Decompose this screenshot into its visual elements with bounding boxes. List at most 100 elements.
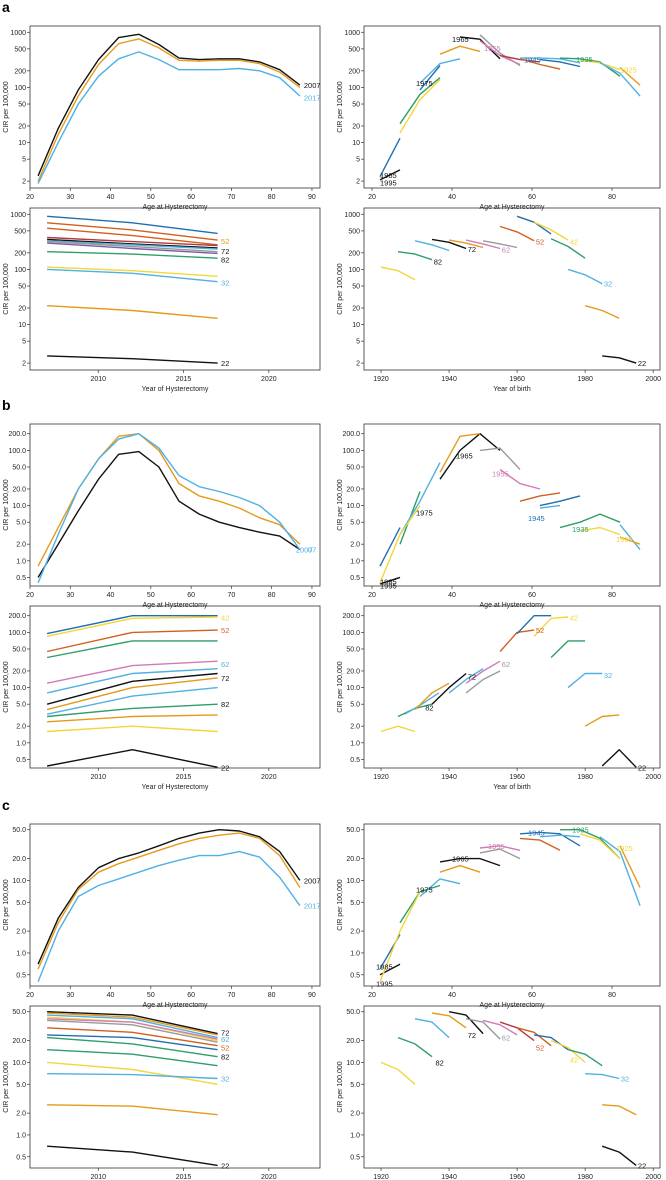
x-tick-label: 20	[368, 992, 376, 999]
y-tick-label: 500	[348, 228, 360, 235]
series-label-1925: 1925	[616, 535, 633, 544]
plot-frame	[29, 605, 321, 769]
series-line-1970	[379, 891, 421, 983]
chart-c-top-left: 0.5 1.0 2.0 5.0 10.0 20.0 50.0 20 30 40 50 60 70 80 90…	[3, 823, 321, 1009]
y-tick-label: 1000	[10, 30, 26, 37]
y-tick-label: 0.5	[350, 757, 360, 764]
x-tick-label: 2015	[176, 376, 192, 383]
x-tick-label: 2000	[645, 774, 661, 781]
series-line-67	[448, 668, 484, 694]
y-tick-label: 0.5	[350, 1154, 360, 1161]
x-tick-label: 1920	[373, 376, 389, 383]
y-axis-label: CIR per 100,000	[3, 81, 10, 132]
series-line-1965	[459, 36, 501, 60]
y-tick-label: 500	[14, 228, 26, 235]
series-line-77	[414, 240, 450, 252]
x-tick-label: 2015	[176, 774, 192, 781]
y-tick-label: 50.0	[346, 464, 360, 471]
y-tick-label: 5	[356, 157, 360, 164]
y-tick-label: 50	[18, 284, 26, 291]
y-tick-label: 5.0	[350, 520, 360, 527]
series-label-2017: 2017	[304, 902, 321, 911]
y-tick-label: 100	[14, 85, 26, 92]
y-tick-label: 1.0	[350, 950, 360, 957]
x-tick-label: 80	[608, 992, 616, 999]
series-line-82	[397, 251, 433, 261]
plot-frame	[363, 207, 661, 371]
y-tick-label: 200.0	[342, 613, 360, 620]
x-tick-label: 2000	[645, 376, 661, 383]
x-axis-label: Age at Hysterectomy	[480, 1002, 545, 1009]
series-label-1935: 1935	[576, 55, 593, 64]
panel-label-c: c	[2, 797, 10, 813]
series-line-orange	[37, 433, 301, 567]
y-tick-label: 10	[352, 140, 360, 147]
series-label-32: 32	[604, 280, 612, 289]
series-label-07: 07	[308, 546, 316, 555]
series-line-77	[414, 1018, 450, 1039]
plot-frame	[363, 823, 661, 987]
series-line-47	[47, 215, 218, 235]
series-label-42: 42	[570, 1055, 578, 1064]
y-tick-label: 2	[356, 179, 360, 186]
series-line-80	[47, 1049, 218, 1067]
series-line-47	[516, 215, 552, 235]
y-tick-label: 1.0	[16, 950, 26, 957]
series-line-52	[516, 1027, 552, 1047]
series-label-42: 42	[221, 614, 229, 623]
y-tick-label: 2.0	[350, 929, 360, 936]
series-line-1995	[379, 169, 401, 181]
series-line-1930	[599, 836, 641, 906]
y-tick-label: 1.0	[350, 558, 360, 565]
x-tick-label: 40	[448, 992, 456, 999]
y-tick-label: 500	[14, 46, 26, 53]
y-tick-label: 5	[22, 157, 26, 164]
x-tick-label: 60	[528, 992, 536, 999]
y-tick-label: 200.0	[8, 613, 26, 620]
x-axis-label: Age at Hysterectomy	[143, 602, 208, 609]
x-tick-label: 1920	[373, 1174, 389, 1180]
series-line-62	[465, 660, 501, 684]
x-tick-label: 80	[268, 992, 276, 999]
series-line-57	[47, 236, 218, 247]
y-tick-label: 20.0	[12, 486, 26, 493]
series-line-1962	[439, 45, 481, 55]
y-axis-label: CIR per 100,000	[3, 1061, 10, 1112]
series-line-orange	[37, 832, 301, 970]
x-tick-label: 60	[187, 592, 195, 599]
x-tick-label: 20	[26, 992, 34, 999]
x-tick-label: 80	[608, 592, 616, 599]
series-line-32	[567, 672, 603, 689]
y-tick-label: 20	[352, 123, 360, 130]
series-label-1935: 1935	[572, 826, 589, 835]
chart-b-top-right: 0.5 1.0 2.0 5.0 10.0 20.0 50.0 100.0 200.0 20 40 60…	[337, 423, 661, 609]
y-tick-label: 2	[22, 361, 26, 368]
series-label-72: 72	[221, 674, 229, 683]
series-line-67	[47, 1011, 218, 1035]
x-tick-label: 90	[308, 194, 316, 201]
series-line-67	[448, 239, 484, 249]
y-tick-label: 100.0	[342, 630, 360, 637]
y-axis-label: CIR per 100,000	[337, 263, 344, 314]
series-label-72: 72	[468, 672, 476, 681]
y-tick-label: 100	[348, 85, 360, 92]
series-line-1935	[559, 513, 621, 529]
y-tick-label: 10.0	[346, 685, 360, 692]
y-tick-label: 50.0	[346, 827, 360, 834]
series-line-22	[46, 749, 218, 768]
series-label-62: 62	[221, 660, 229, 669]
series-line-1940	[539, 58, 581, 68]
series-line-52	[47, 227, 218, 246]
x-tick-label: 1980	[577, 376, 593, 383]
series-label-1955: 1955	[488, 842, 505, 851]
x-tick-label: 2020	[261, 774, 277, 781]
x-tick-label: 20	[368, 194, 376, 201]
series-line-27	[584, 714, 620, 727]
series-label-1995: 1995	[376, 979, 393, 988]
y-tick-label: 50.0	[346, 646, 360, 653]
x-axis-label: Year of birth	[493, 386, 531, 393]
series-label-72: 72	[468, 1031, 476, 1040]
plot-frame	[29, 423, 321, 587]
series-line-82	[47, 251, 218, 259]
series-label-32: 32	[604, 671, 612, 680]
